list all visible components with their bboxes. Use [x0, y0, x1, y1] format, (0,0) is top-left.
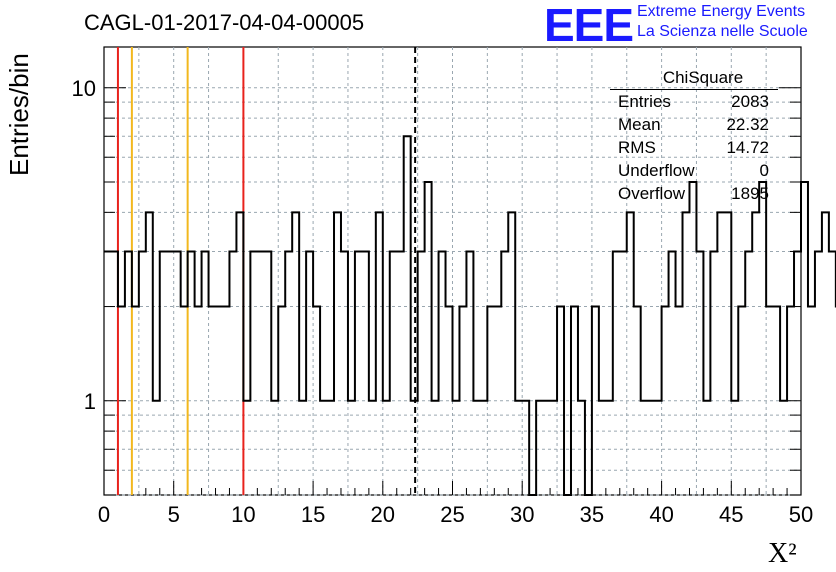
logo-text-line1: Extreme Energy Events — [637, 3, 806, 20]
stats-label: RMS — [618, 138, 656, 157]
x-tick-label: 10 — [231, 502, 255, 527]
logo-text-line2: La Scienza nelle Scuole — [637, 23, 808, 40]
stats-value: 14.72 — [726, 138, 769, 157]
histogram-series — [104, 135, 836, 496]
x-tick-label: 45 — [719, 502, 743, 527]
stats-title: ChiSquare — [662, 68, 744, 87]
y-tick-label: 1 — [84, 389, 96, 414]
y-tick-label: 10 — [72, 76, 96, 101]
x-axis-label: X² — [768, 538, 797, 569]
axis-ticks — [103, 87, 802, 496]
stats-row: Entries 2083 — [610, 90, 778, 113]
stats-box: ChiSquare Entries 2083 Mean 22.32 RMS 14… — [610, 66, 778, 205]
stats-label: Underflow — [618, 161, 695, 180]
stats-label: Mean — [618, 115, 661, 134]
x-tick-label: 25 — [440, 502, 464, 527]
x-tick-label: 20 — [371, 502, 395, 527]
stats-value: 1895 — [731, 184, 769, 203]
chart-title: CAGL-01-2017-04-04-00005 — [84, 10, 365, 35]
stats-row: Mean 22.32 — [610, 113, 778, 136]
x-tick-label: 15 — [301, 502, 325, 527]
stats-row: Overflow 1895 — [610, 182, 778, 205]
stats-row: RMS 14.72 — [610, 136, 778, 159]
stats-value: 2083 — [731, 92, 769, 111]
x-tick-label: 35 — [580, 502, 604, 527]
stats-value: 22.32 — [726, 115, 769, 134]
stats-row: Underflow 0 — [610, 159, 778, 182]
stats-label: Overflow — [618, 184, 686, 203]
x-tick-label: 40 — [649, 502, 673, 527]
stats-value: 0 — [759, 161, 769, 180]
x-tick-label: 50 — [789, 502, 813, 527]
x-tick-labels: 0 5 10 15 20 25 30 35 40 45 50 — [98, 502, 813, 527]
y-axis-label: Entries/bin — [4, 53, 34, 176]
x-tick-label: 5 — [168, 502, 180, 527]
y-tick-labels: 1 10 — [72, 76, 96, 414]
stats-label: Entries — [618, 92, 671, 111]
x-tick-label: 0 — [98, 502, 110, 527]
x-tick-label: 30 — [510, 502, 534, 527]
stats-divider — [610, 89, 778, 90]
eee-logo: EEE — [544, 0, 634, 51]
reference-lines — [116, 47, 417, 495]
